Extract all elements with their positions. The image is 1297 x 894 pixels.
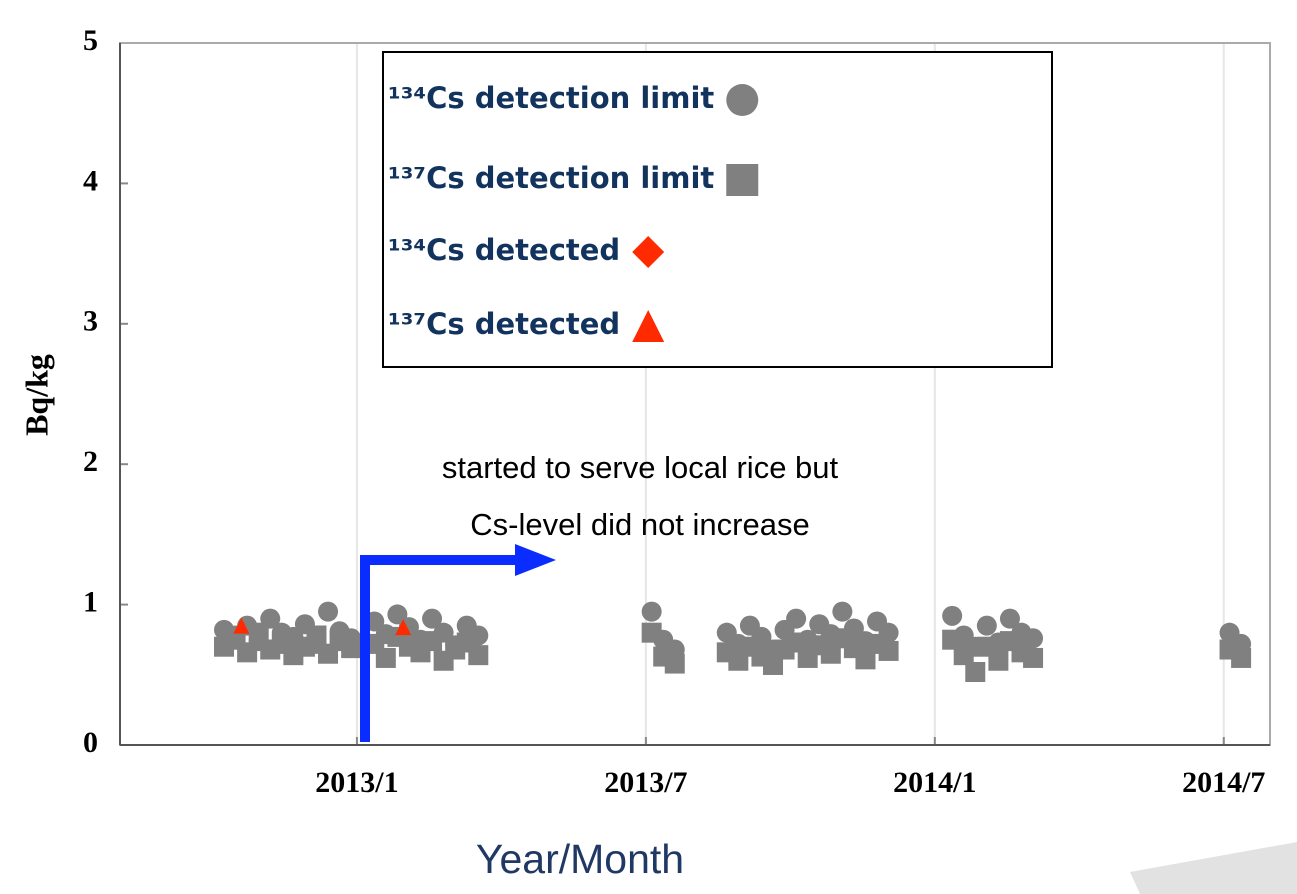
point (422, 631, 443, 652)
y-tick-label: 3 (83, 305, 98, 338)
point (641, 622, 662, 643)
point (942, 605, 963, 626)
point (786, 608, 807, 629)
point (855, 649, 876, 670)
x-tick-label: 2014/7 (1182, 766, 1265, 799)
point (306, 625, 327, 646)
point (341, 638, 362, 659)
y-tick-label: 0 (83, 726, 98, 759)
point (832, 601, 853, 622)
annotation: started to serve local rice but (442, 450, 839, 485)
point (976, 615, 997, 636)
y-tick-label: 1 (83, 585, 98, 618)
point (248, 622, 269, 643)
point (318, 601, 339, 622)
point (1023, 647, 1044, 668)
marker (726, 164, 759, 196)
marker (632, 310, 665, 342)
point (468, 645, 489, 666)
point (233, 617, 250, 634)
point (395, 619, 412, 636)
point (375, 647, 396, 668)
point (641, 601, 662, 622)
point (422, 608, 443, 629)
marker (726, 84, 759, 116)
arrow-head (515, 544, 556, 576)
legend-label: ¹³⁴Cs detection limit (388, 81, 714, 115)
legend-label: ¹³⁴Cs detected (388, 233, 620, 267)
point (820, 643, 841, 664)
arrow (360, 555, 520, 742)
point (763, 654, 784, 675)
annotation: Cs-level did not increase (470, 507, 809, 542)
marker (632, 236, 665, 268)
point (942, 629, 963, 650)
y-tick-label: 4 (83, 164, 98, 197)
x-axis-label: Year/Month (476, 836, 684, 882)
point (878, 640, 899, 661)
point (237, 642, 258, 663)
y-axis-label: Bq/kg (18, 354, 54, 436)
legend (382, 51, 1053, 368)
point (387, 604, 408, 625)
y-tick-label: 2 (83, 445, 98, 478)
x-tick-label: 2013/7 (604, 766, 687, 799)
point (953, 645, 974, 666)
point (1231, 647, 1252, 668)
plot-area (214, 43, 1252, 745)
legend-label: ¹³⁷Cs detection limit (388, 161, 714, 195)
legend-label: ¹³⁷Cs detected (388, 307, 620, 341)
decoration (1130, 842, 1297, 894)
point (999, 608, 1020, 629)
x-tick-label: 2014/1 (893, 766, 976, 799)
point (664, 653, 685, 674)
point (965, 661, 986, 682)
y-tick-label: 5 (83, 24, 98, 57)
point (786, 632, 807, 653)
x-tick-label: 2013/1 (315, 766, 398, 799)
point (988, 650, 1009, 671)
